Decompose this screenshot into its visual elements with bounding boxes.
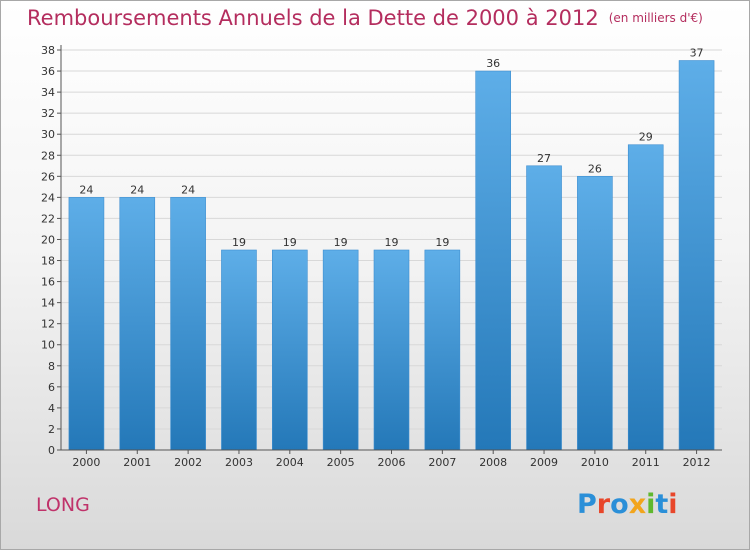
bar-2010 [577, 176, 613, 451]
data-label: 36 [486, 57, 500, 70]
x-tick-label: 2007 [428, 456, 456, 469]
data-label: 19 [334, 236, 348, 249]
data-label: 27 [537, 152, 551, 165]
data-label: 26 [588, 162, 602, 175]
y-tick-label: 2 [48, 423, 55, 436]
x-tick-label: 2012 [683, 456, 711, 469]
data-label: 37 [690, 47, 704, 60]
data-label: 24 [130, 183, 144, 196]
x-tick-label: 2000 [72, 456, 100, 469]
logo-letter: P [577, 489, 597, 520]
x-tick-label: 2009 [530, 456, 558, 469]
x-tick-label: 2004 [276, 456, 304, 469]
data-label: 24 [181, 183, 195, 196]
bar-2009 [526, 165, 562, 451]
bar-2006 [373, 249, 410, 451]
bar-2005 [322, 249, 359, 451]
y-tick-label: 22 [41, 212, 55, 225]
y-tick-label: 6 [48, 381, 55, 394]
bar-2011 [627, 144, 664, 451]
x-tick-label: 2001 [123, 456, 151, 469]
logo-letter: r [596, 489, 611, 520]
x-tick-label: 2011 [632, 456, 660, 469]
y-tick-label: 14 [41, 297, 55, 310]
y-tick-label: 32 [41, 107, 55, 120]
y-tick-label: 8 [48, 360, 55, 373]
data-label: 19 [283, 236, 297, 249]
y-tick-label: 30 [41, 128, 55, 141]
y-tick-label: 18 [41, 255, 55, 268]
data-label: 29 [639, 131, 653, 144]
y-tick-label: 26 [41, 170, 55, 183]
y-tick-label: 0 [48, 444, 55, 457]
y-tick-label: 4 [48, 402, 55, 415]
data-label: 19 [232, 236, 246, 249]
x-tick-label: 2005 [327, 456, 355, 469]
logo-letter: o [610, 489, 629, 520]
y-tick-label: 10 [41, 339, 55, 352]
bar-2003 [221, 249, 257, 451]
bar-2004 [272, 249, 308, 451]
x-tick-label: 2006 [378, 456, 406, 469]
chart-title-text: Remboursements Annuels de la Dette de 20… [27, 6, 599, 30]
y-tick-label: 34 [41, 86, 55, 99]
y-tick-label: 12 [41, 318, 55, 331]
x-tick-label: 2002 [174, 456, 202, 469]
bar-2012 [678, 60, 715, 451]
commune-name: LONG [36, 494, 90, 516]
data-label: 19 [385, 236, 399, 249]
y-tick-label: 36 [41, 65, 55, 78]
proxiti-logo[interactable]: Proxiti [577, 489, 678, 520]
bar-2008 [475, 70, 511, 451]
bar-2002 [170, 197, 206, 451]
data-label: 24 [79, 183, 93, 196]
y-tick-label: 16 [41, 276, 55, 289]
x-tick-label: 2010 [581, 456, 609, 469]
y-tick-label: 38 [41, 44, 55, 57]
data-label: 19 [435, 236, 449, 249]
logo-letter: i [646, 489, 656, 520]
bar-2000 [68, 197, 105, 451]
chart-title-unit: (en milliers d'€) [608, 11, 703, 25]
bars: 24 24 24 19 19 19 19 19 36 27 26 29 37 [68, 47, 715, 451]
y-tick-label: 20 [41, 233, 55, 246]
logo-letter: x [628, 489, 647, 520]
x-tick-label: 2003 [225, 456, 253, 469]
y-tick-label: 28 [41, 149, 55, 162]
x-tick-label: 2008 [479, 456, 507, 469]
logo-letter: i [668, 489, 678, 520]
chart-title: Remboursements Annuels de la Dette de 20… [27, 6, 703, 30]
bar-2007 [424, 249, 461, 451]
bar-2001 [119, 197, 156, 451]
logo-letter: t [655, 489, 669, 520]
y-tick-label: 24 [41, 191, 55, 204]
